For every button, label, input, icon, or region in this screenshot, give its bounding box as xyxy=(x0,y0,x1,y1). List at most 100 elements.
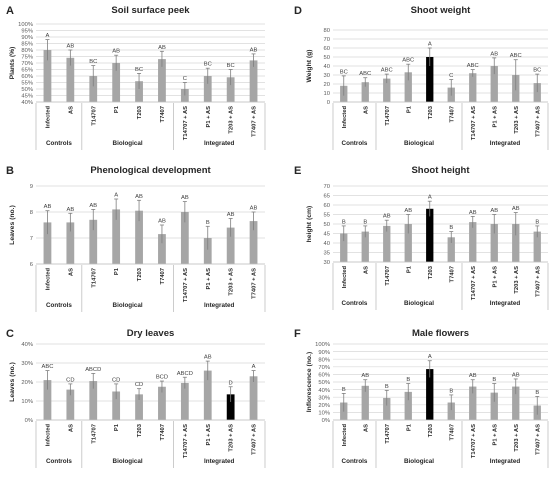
panel-e-ytick-label: 30 xyxy=(324,260,330,266)
panel-b-letter: B xyxy=(6,165,14,177)
panel-c-sig-letter: ABCD xyxy=(85,367,101,373)
panel-a-bar xyxy=(203,76,212,102)
panel-c-ylabel: Leaves (no.) xyxy=(9,362,16,402)
panel-a-group-label: Biological xyxy=(113,140,143,147)
panel-b-category-label: T203 xyxy=(137,267,143,281)
panel-c-sig-letter: ABC xyxy=(41,364,53,370)
panel-f-sig-letter: B xyxy=(492,377,496,383)
panel-a-category-label: T7407 + AS xyxy=(252,106,258,137)
panel-e-ytick-label: 40 xyxy=(324,241,330,247)
panel-d-bar xyxy=(426,57,434,102)
panel-f-bar xyxy=(447,402,455,420)
panel-e-sig-letter: B xyxy=(342,219,346,225)
panel-a-group-label: Controls xyxy=(46,140,72,147)
panel-e-ytick-label: 50 xyxy=(324,222,330,228)
panel-e-category-label: T203 + AS xyxy=(514,266,520,294)
panel-b-bar xyxy=(180,212,189,264)
panel-d-category-label: P1 xyxy=(406,105,412,113)
panel-a-sig-letter: A xyxy=(46,33,50,39)
panel-a-bar xyxy=(66,57,75,102)
panel-e-sig-letter: AB xyxy=(404,208,412,214)
panel-a-ytick-label: 95% xyxy=(21,29,33,35)
panel-f-bar xyxy=(512,386,520,420)
panel-f-ytick-label: 0% xyxy=(322,418,330,424)
panel-b-bar xyxy=(203,238,212,264)
panel-a-sig-letter: AB xyxy=(250,47,258,53)
panel-d-category-label: T203 + AS xyxy=(514,106,520,134)
panel-f-group-label: Controls xyxy=(342,458,368,465)
panel-c-sig-letter: CD xyxy=(112,377,120,383)
panel-b-bar xyxy=(89,219,98,264)
panel-a-ytick-label: 100% xyxy=(18,22,33,28)
panel-a-ytick-label: 70% xyxy=(21,61,33,67)
panel-c-category-label: T14707 xyxy=(91,424,97,444)
panel-a-category-label: T14707 xyxy=(91,106,97,126)
panel-a-bar xyxy=(89,76,98,102)
panel-b-sig-letter: AB xyxy=(250,206,258,212)
panel-b-ytick-label: 8 xyxy=(30,210,33,216)
panel-c-bar xyxy=(158,386,166,420)
panel-c-category-label: T203 + AS xyxy=(229,424,235,452)
panel-e-category-label: T14707 xyxy=(385,266,391,286)
panel-d-category-label: T14707 xyxy=(385,106,391,126)
panel-a-ytick-label: 65% xyxy=(21,68,33,74)
panel-d-sig-letter: AB xyxy=(490,51,498,57)
panel-a-category-label: T7407 xyxy=(160,106,166,122)
panel-b-sig-letter: AB xyxy=(44,204,52,210)
panel-a-category-label: T203 xyxy=(137,105,143,119)
panel-a-bar xyxy=(135,81,143,102)
panel-c-category-label: Infected xyxy=(45,424,51,447)
panel-f-sig-letter: B xyxy=(342,387,346,393)
panel-a-bar xyxy=(112,63,121,102)
panel-b-sig-letter: AB xyxy=(135,194,143,200)
panel-a-category-label: T14707 + AS xyxy=(183,106,189,140)
panel-e-bar xyxy=(447,237,455,262)
panel-f-bar xyxy=(490,392,498,420)
panel-f-sig-letter: AB xyxy=(361,373,369,379)
panel-f-sig-letter: A xyxy=(428,354,432,360)
panel-a-category-label: P1 + AS xyxy=(206,106,212,128)
panel-d-sig-letter: ABC xyxy=(359,71,371,77)
panel-b-bar xyxy=(249,221,258,264)
panel-d-ytick-label: 20 xyxy=(324,82,330,88)
panel-e-ytick-label: 60 xyxy=(324,203,330,209)
panel-d-sig-letter: A xyxy=(428,42,432,48)
panel-a-sig-letter: BC xyxy=(227,63,235,69)
panel-c-bar xyxy=(89,381,98,420)
panel-b-ylabel: Leaves (no.) xyxy=(9,205,16,245)
panel-a-title: Soil surface peek xyxy=(111,5,190,16)
panel-f-group-label: Integrated xyxy=(490,458,521,465)
panel-e-category-label: T7407 + AS xyxy=(535,266,541,297)
panel-b-sig-letter: AB xyxy=(227,212,235,218)
panel-e-sig-letter: AB xyxy=(512,206,520,212)
panel-d-category-label: AS xyxy=(363,106,369,114)
panel-e-bar xyxy=(383,225,391,262)
panel-e-bar xyxy=(490,224,498,262)
panel-e-ytick-label: 35 xyxy=(324,251,330,257)
panel-a-bar xyxy=(158,59,166,102)
panel-d-category-label: T14707 + AS xyxy=(471,106,477,140)
panel-f-ytick-label: 90% xyxy=(318,350,330,356)
panel-c-group-label: Biological xyxy=(113,458,143,465)
panel-f-category-label: P1 xyxy=(406,423,412,431)
panel-c-sig-letter: AB xyxy=(204,355,212,361)
panel-d-bar xyxy=(404,72,412,102)
panel-d-group-label: Biological xyxy=(404,140,434,147)
panel-c-category-label: T14707 + AS xyxy=(183,424,189,458)
panel-e-bar xyxy=(512,224,520,262)
panel-f-ytick-label: 40% xyxy=(318,388,330,394)
panel-f-bar xyxy=(361,385,369,420)
panel-c-letter: C xyxy=(6,328,14,340)
panel-c-ytick-label: 10% xyxy=(21,399,33,405)
panel-b-category-label: T7407 + AS xyxy=(252,268,258,299)
panel-d-sig-letter: ABC xyxy=(381,68,393,74)
panel-e-bar xyxy=(340,233,348,262)
panel-c-category-label: T7407 + AS xyxy=(252,424,258,455)
panel-d-ytick-label: 40 xyxy=(324,64,330,70)
panel-a-ytick-label: 45% xyxy=(21,94,33,100)
panel-b-sig-letter: AB xyxy=(66,207,74,213)
panel-d-category-label: P1 + AS xyxy=(492,106,498,128)
panel-c-bar xyxy=(203,370,212,420)
panel-f-category-label: T203 xyxy=(428,423,434,437)
panel-e-ytick-label: 70 xyxy=(324,184,330,190)
